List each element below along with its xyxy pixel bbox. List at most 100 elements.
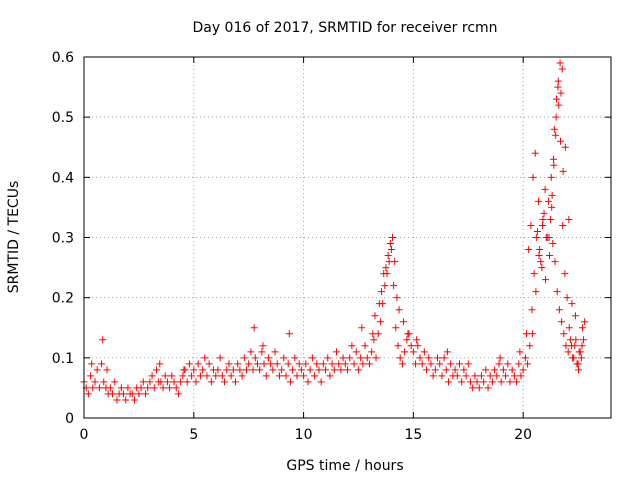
data-point xyxy=(285,330,293,338)
data-point xyxy=(555,101,563,109)
data-point xyxy=(284,360,292,368)
data-point xyxy=(453,372,461,380)
data-point xyxy=(569,354,577,362)
data-point xyxy=(87,372,95,380)
data-point xyxy=(139,378,147,386)
data-point xyxy=(146,378,154,386)
data-point xyxy=(542,276,550,284)
data-point xyxy=(328,360,336,368)
data-point xyxy=(225,360,233,368)
x-axis-label: GPS time / hours xyxy=(286,458,403,474)
data-point xyxy=(194,360,202,368)
data-point xyxy=(559,167,567,175)
data-point xyxy=(521,354,529,362)
data-point xyxy=(163,378,171,386)
data-point xyxy=(502,372,510,380)
data-point xyxy=(558,318,566,326)
data-point xyxy=(106,384,114,392)
data-point xyxy=(192,378,200,386)
data-point xyxy=(326,372,334,380)
data-point xyxy=(393,294,401,302)
data-point xyxy=(541,185,549,193)
data-point xyxy=(537,258,545,266)
data-point xyxy=(247,348,255,356)
data-point xyxy=(440,354,448,362)
data-point xyxy=(359,360,367,368)
data-point xyxy=(546,252,554,260)
data-point xyxy=(346,354,354,362)
data-point xyxy=(552,113,560,121)
data-point xyxy=(223,366,231,374)
data-point xyxy=(535,252,543,260)
data-point xyxy=(113,396,121,404)
data-point xyxy=(549,155,557,163)
data-point xyxy=(493,372,501,380)
y-tick-label: 0.5 xyxy=(52,110,74,126)
data-point xyxy=(157,378,165,386)
data-point xyxy=(369,330,377,338)
data-point xyxy=(199,366,207,374)
data-point xyxy=(256,366,264,374)
data-point xyxy=(335,360,343,368)
data-point xyxy=(293,372,301,380)
data-point xyxy=(548,203,556,211)
data-point xyxy=(412,360,420,368)
data-point xyxy=(486,372,494,380)
data-point xyxy=(313,360,321,368)
data-point xyxy=(484,384,492,392)
data-point xyxy=(168,372,176,380)
data-point xyxy=(372,354,380,362)
data-point xyxy=(389,234,397,241)
data-point xyxy=(515,360,523,368)
data-point xyxy=(554,77,562,85)
data-point xyxy=(100,378,108,386)
data-point xyxy=(95,384,103,392)
data-point xyxy=(117,384,125,392)
data-point xyxy=(565,215,573,223)
data-point xyxy=(99,336,107,344)
data-point xyxy=(131,396,139,404)
data-point xyxy=(547,215,555,223)
data-point xyxy=(477,372,485,380)
data-point xyxy=(150,384,158,392)
data-point xyxy=(544,197,552,205)
data-point xyxy=(103,366,111,374)
data-point xyxy=(563,294,571,302)
data-point xyxy=(425,354,433,362)
data-point xyxy=(260,360,268,368)
data-point xyxy=(166,384,174,392)
data-point xyxy=(201,354,209,362)
data-point xyxy=(545,234,553,241)
data-point xyxy=(179,372,187,380)
data-point xyxy=(242,366,250,374)
data-point xyxy=(376,318,384,326)
data-point xyxy=(89,384,97,392)
data-point xyxy=(556,137,564,145)
data-point xyxy=(561,143,569,151)
data-point xyxy=(368,348,376,356)
data-point xyxy=(386,240,394,248)
data-point xyxy=(416,354,424,362)
data-point xyxy=(392,324,400,332)
y-tick-label: 0.6 xyxy=(52,50,74,66)
data-point xyxy=(558,65,566,73)
data-point xyxy=(550,161,558,169)
data-point xyxy=(529,173,537,181)
data-point xyxy=(519,366,527,374)
data-point xyxy=(561,270,569,278)
data-point xyxy=(358,324,366,332)
points-layer xyxy=(80,59,589,404)
data-point xyxy=(289,366,297,374)
data-point xyxy=(429,372,437,380)
data-point xyxy=(300,372,308,380)
data-point xyxy=(401,348,409,356)
data-point xyxy=(431,366,439,374)
data-point xyxy=(333,348,341,356)
data-point xyxy=(84,390,92,398)
data-point xyxy=(557,89,565,97)
data-point xyxy=(324,354,332,362)
x-tick-label: 0 xyxy=(80,427,89,443)
data-point xyxy=(552,131,560,139)
data-point xyxy=(120,390,128,398)
data-point xyxy=(122,396,130,404)
